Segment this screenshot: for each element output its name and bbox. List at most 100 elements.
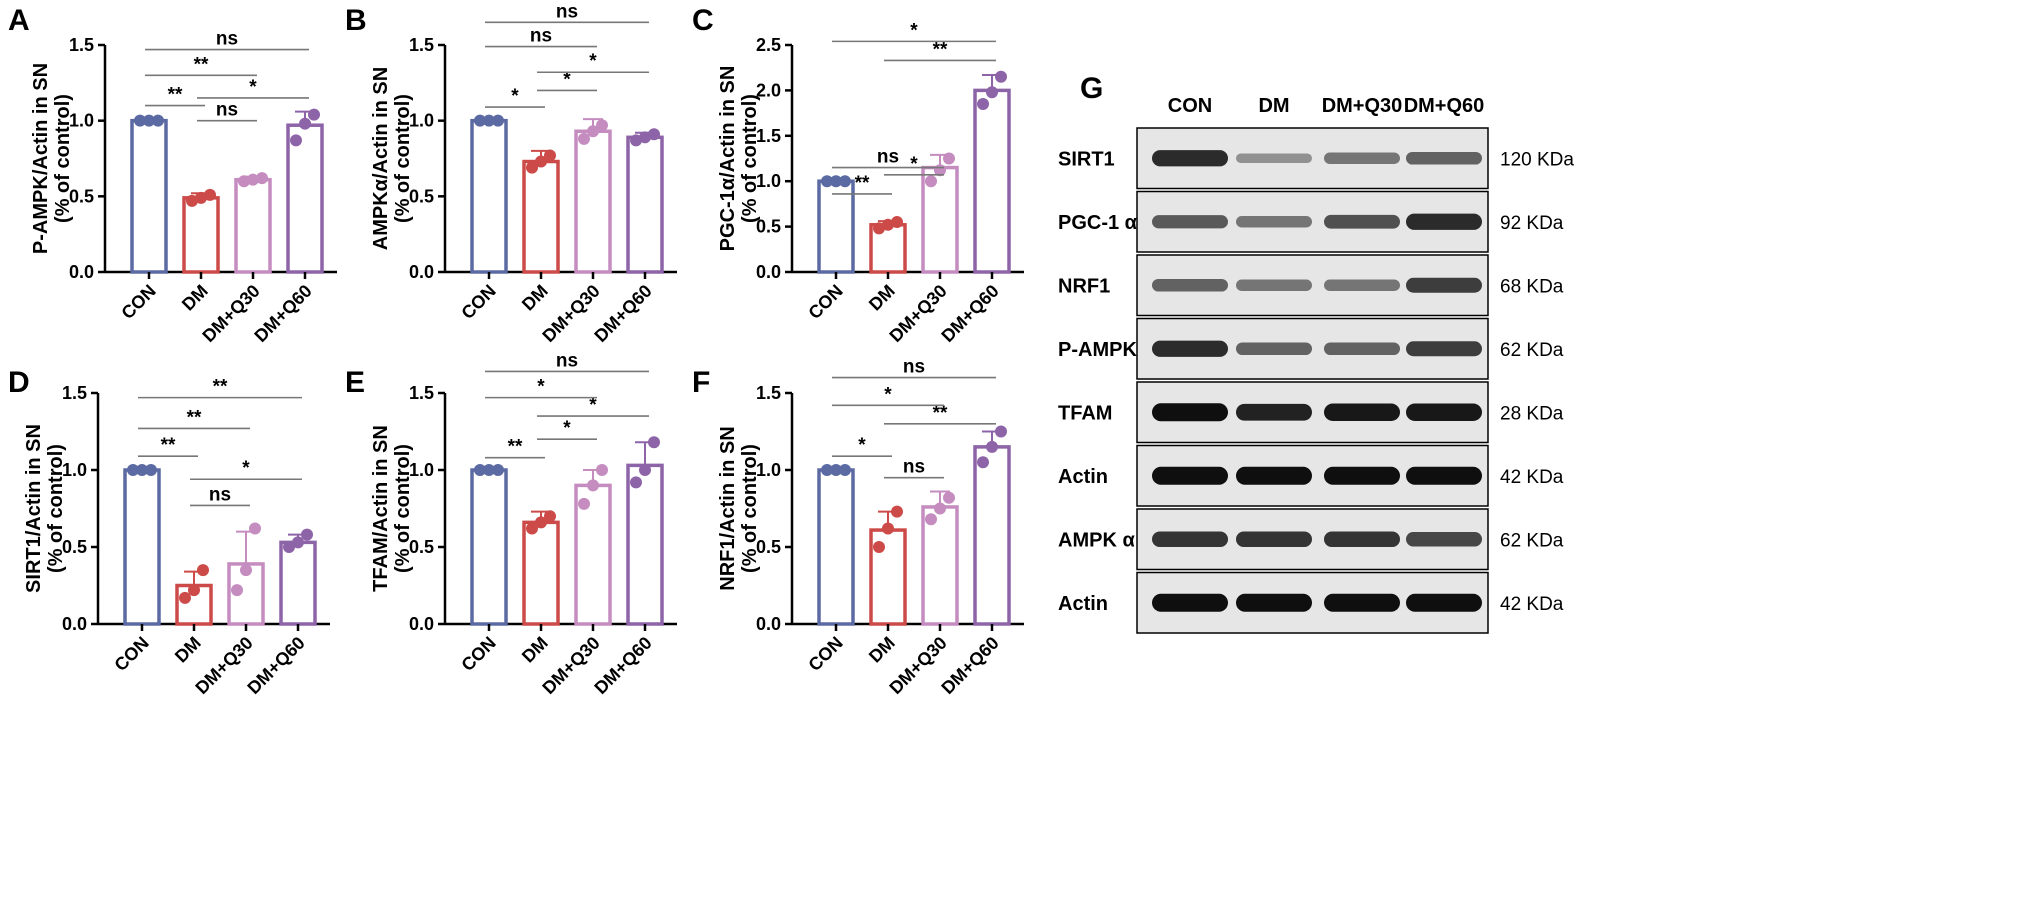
x-tick-label: DM+Q60 — [590, 281, 655, 346]
data-point-CON — [483, 114, 495, 127]
blot-row: P-AMPK 62 KDa — [1058, 317, 1564, 380]
blot-column-header: DM+Q30 — [1322, 95, 1403, 117]
x-tick-label: CON — [457, 281, 499, 323]
y-tick-label: 0.5 — [62, 537, 87, 557]
data-point-DM — [526, 522, 538, 535]
significance-label: ns — [209, 484, 231, 505]
significance-label: * — [563, 69, 571, 90]
data-point-DM+Q30 — [249, 522, 261, 535]
blot-kda-label: 42 KDa — [1500, 467, 1564, 488]
panel-letter: D — [8, 366, 30, 399]
blot-band — [1406, 403, 1482, 421]
data-point-DM+Q60 — [639, 131, 651, 144]
bar-DM+Q30 — [574, 129, 612, 274]
x-tick-label: DM — [178, 281, 212, 315]
data-point-DM+Q30 — [578, 497, 590, 510]
data-point-DM+Q30 — [925, 175, 937, 188]
chart-panel-A: A P-AMPK/Actin in SN (% of control) 0.0 0.5 1… — [8, 4, 337, 346]
blot-kda-label: 28 KDa — [1500, 403, 1564, 424]
x-tick-label: DM+Q60 — [590, 633, 655, 698]
bar-DM+Q60 — [973, 88, 1011, 274]
y-tick-label: 1.5 — [756, 126, 781, 146]
y-axis-label: SIRT1/Actin in SN — [23, 424, 45, 593]
blot-band — [1236, 531, 1312, 548]
y-axis-label: NRF1/Actin in SN — [717, 426, 739, 590]
chart-panel-B: B AMPKα/Actin in SN (% of control) 0.0 0.5 1.… — [345, 1, 677, 346]
blot-band — [1236, 403, 1312, 421]
data-point-CON — [839, 175, 851, 188]
chart-panel-F: F NRF1/Actin in SN (% of control) 0.0 0.5 1.0… — [692, 357, 1024, 698]
data-point-DM+Q60 — [648, 436, 660, 449]
data-point-DM+Q30 — [925, 513, 937, 526]
data-point-DM+Q60 — [308, 108, 320, 121]
blot-protein-label: PGC-1 α — [1058, 212, 1138, 234]
data-point-DM+Q30 — [247, 173, 259, 186]
blot-panel-G: G CON DM DM+Q30 DM+Q60 SIRT1 120 KDa PGC-1 α 92 … — [1058, 72, 1574, 634]
blot-band — [1236, 279, 1312, 291]
blot-band — [1236, 342, 1312, 356]
data-point-DM+Q60 — [283, 541, 295, 553]
data-point-CON — [134, 114, 146, 127]
panel-letter: E — [345, 366, 365, 399]
data-point-DM — [526, 161, 538, 174]
blot-protein-label: SIRT1 — [1058, 148, 1115, 170]
significance-label: ** — [161, 435, 176, 456]
data-point-DM+Q60 — [995, 425, 1007, 438]
blot-band — [1406, 151, 1482, 165]
data-point-CON — [152, 114, 164, 127]
x-tick-label: DM — [518, 281, 552, 315]
blot-protein-label: Actin — [1058, 593, 1108, 615]
bar-CON — [470, 118, 508, 274]
x-tick-label: DM+Q60 — [937, 633, 1002, 698]
blot-kda-label: 120 KDa — [1500, 149, 1574, 170]
data-point-DM — [882, 522, 894, 535]
data-point-CON — [821, 464, 833, 476]
bar-DM+Q30 — [234, 177, 272, 274]
blot-column-header: DM+Q60 — [1404, 95, 1485, 117]
blot-protein-label: TFAM — [1058, 402, 1112, 424]
blot-band — [1324, 342, 1400, 356]
blot-row: TFAM 28 KDa — [1058, 381, 1564, 444]
blot-row: Actin 42 KDa — [1058, 571, 1564, 634]
blot-band — [1152, 593, 1228, 612]
blot-band — [1152, 215, 1228, 229]
blot-band — [1406, 277, 1482, 293]
blot-protein-label: NRF1 — [1058, 275, 1110, 297]
blot-band — [1324, 152, 1400, 164]
y-tick-label: 0.0 — [69, 262, 94, 282]
data-point-DM+Q30 — [231, 584, 243, 597]
data-point-DM — [535, 155, 547, 168]
data-point-DM+Q30 — [934, 502, 946, 515]
data-point-DM — [891, 216, 903, 229]
data-point-CON — [821, 175, 833, 188]
data-point-DM+Q30 — [943, 491, 955, 504]
blot-band — [1324, 466, 1400, 485]
data-point-DM — [882, 218, 894, 231]
significance-label: * — [589, 51, 597, 72]
x-tick-label: DM+Q60 — [243, 633, 308, 698]
significance-label: ns — [530, 26, 552, 47]
data-point-DM+Q60 — [630, 476, 642, 489]
x-tick-label: CON — [804, 281, 846, 323]
significance-label: ** — [855, 173, 870, 194]
chart-panel-C: C PGC-1α/Actin in SN (% of control) 0.0 0.5 1… — [692, 4, 1024, 346]
data-point-DM+Q30 — [238, 175, 250, 188]
blot-band — [1152, 340, 1228, 357]
significance-label: ns — [903, 457, 925, 478]
significance-label: ** — [194, 54, 209, 75]
significance-label: * — [884, 384, 892, 405]
data-point-DM — [873, 222, 885, 235]
x-tick-label: DM — [518, 633, 552, 667]
blot-band — [1236, 153, 1312, 164]
y-axis-sublabel: (% of control) — [392, 444, 414, 573]
significance-label: ns — [216, 29, 238, 50]
significance-label: ** — [187, 407, 202, 428]
blot-row: SIRT1 120 KDa — [1058, 127, 1574, 190]
bar-DM+Q60 — [626, 463, 664, 626]
data-point-DM+Q60 — [639, 464, 651, 476]
blot-band — [1324, 403, 1400, 421]
significance-label: ns — [556, 350, 578, 371]
blot-row: AMPK α 62 KDa — [1058, 508, 1564, 571]
y-tick-label: 0.0 — [62, 614, 87, 634]
blot-kda-label: 42 KDa — [1500, 594, 1564, 615]
